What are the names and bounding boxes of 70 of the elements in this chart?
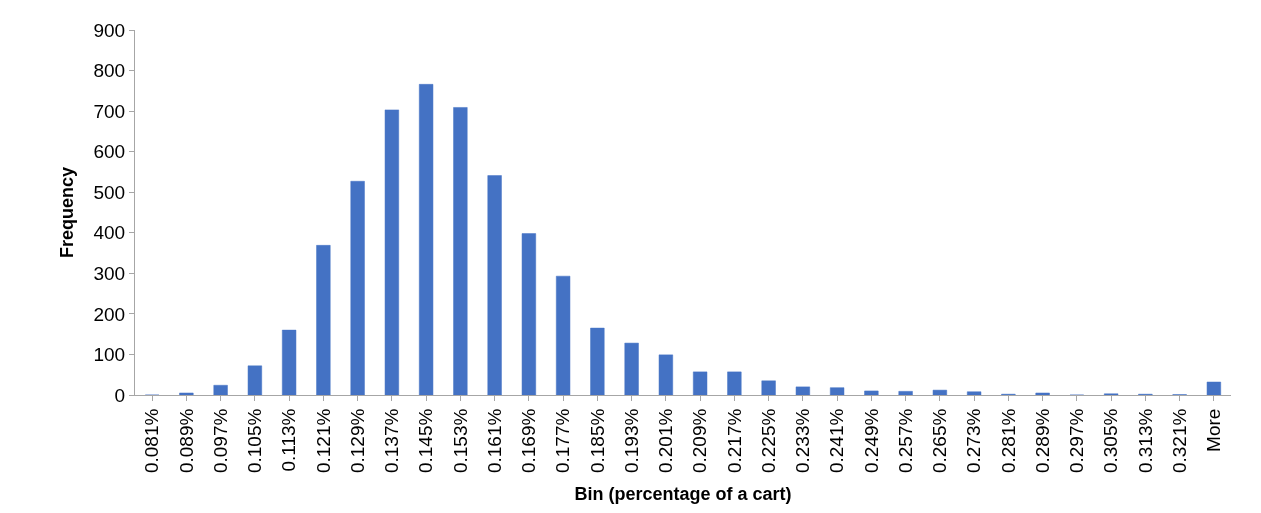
x-tick-label: 0.169%	[518, 408, 540, 474]
x-tick-label: 0.105%	[244, 408, 266, 474]
x-tick-label: 0.193%	[620, 408, 642, 474]
y-tick-label: 100	[93, 344, 126, 366]
y-tick-label: 600	[93, 141, 126, 163]
x-tick-label: 0.281%	[997, 408, 1019, 474]
bar	[487, 175, 502, 395]
bar	[350, 181, 365, 395]
x-tick-label: 0.225%	[757, 408, 779, 474]
x-tick-label: 0.161%	[483, 408, 505, 474]
x-tick-label: 0.153%	[449, 408, 471, 474]
x-tick-label: 0.185%	[586, 408, 608, 474]
bar	[521, 233, 536, 395]
bar	[384, 109, 399, 395]
bar	[795, 386, 810, 395]
bar	[693, 371, 708, 395]
x-tick-label: 0.097%	[209, 408, 231, 474]
y-axis-title: Frequency	[56, 166, 77, 259]
y-tick-label: 200	[93, 303, 126, 325]
bar	[419, 84, 434, 395]
y-tick-label: 500	[93, 181, 126, 203]
x-tick-label: More	[1203, 408, 1225, 452]
x-tick-label: 0.113%	[278, 408, 300, 472]
x-axis-title: Bin (percentage of a cart)	[574, 484, 792, 505]
x-tick-label: 0.305%	[1100, 408, 1122, 474]
bar	[624, 342, 639, 395]
x-tick-label: 0.321%	[1168, 408, 1190, 474]
bar	[727, 371, 742, 395]
bar	[830, 387, 845, 395]
x-tick-label: 0.081%	[141, 408, 163, 474]
y-tick-label: 0	[114, 384, 126, 406]
x-tick-label: 0.089%	[175, 408, 197, 474]
bar	[1206, 381, 1221, 395]
bar	[316, 245, 331, 395]
bar	[898, 391, 913, 395]
x-tick-label: 0.241%	[826, 408, 848, 474]
bar	[179, 392, 194, 395]
bar	[967, 391, 982, 395]
x-tick-label: 0.297%	[1066, 408, 1088, 474]
bar	[658, 354, 673, 395]
x-tick-label: 0.313%	[1134, 408, 1156, 474]
x-tick-label: 0.249%	[860, 408, 882, 474]
x-tick-label: 0.201%	[655, 408, 677, 474]
x-tick-label: 0.217%	[723, 408, 745, 474]
bar	[453, 107, 468, 395]
bar	[590, 327, 605, 395]
x-tick-label: 0.121%	[312, 408, 334, 474]
x-tick-label: 0.273%	[963, 408, 985, 474]
x-tick-label: 0.209%	[689, 408, 711, 474]
bar	[247, 365, 262, 395]
y-tick-label: 400	[93, 222, 126, 244]
y-tick-label: 800	[93, 60, 126, 82]
bar	[556, 275, 571, 395]
bar	[932, 389, 947, 395]
x-tick-label: 0.129%	[346, 408, 368, 474]
bar	[1035, 392, 1050, 395]
bar	[761, 380, 776, 395]
x-tick-label: 0.257%	[894, 408, 916, 474]
bar	[864, 390, 879, 395]
x-tick-label: 0.233%	[792, 408, 814, 474]
x-tick-label: 0.265%	[929, 408, 951, 474]
x-tick-label: 0.137%	[381, 408, 403, 474]
y-tick-label: 900	[93, 19, 126, 41]
x-tick-label: 0.289%	[1031, 408, 1053, 474]
bar	[213, 385, 228, 395]
y-tick-label: 300	[93, 262, 126, 284]
x-tick-label: 0.145%	[415, 408, 437, 474]
bar	[282, 329, 297, 395]
x-tick-label: 0.177%	[552, 408, 574, 474]
y-tick-label: 700	[93, 100, 126, 122]
